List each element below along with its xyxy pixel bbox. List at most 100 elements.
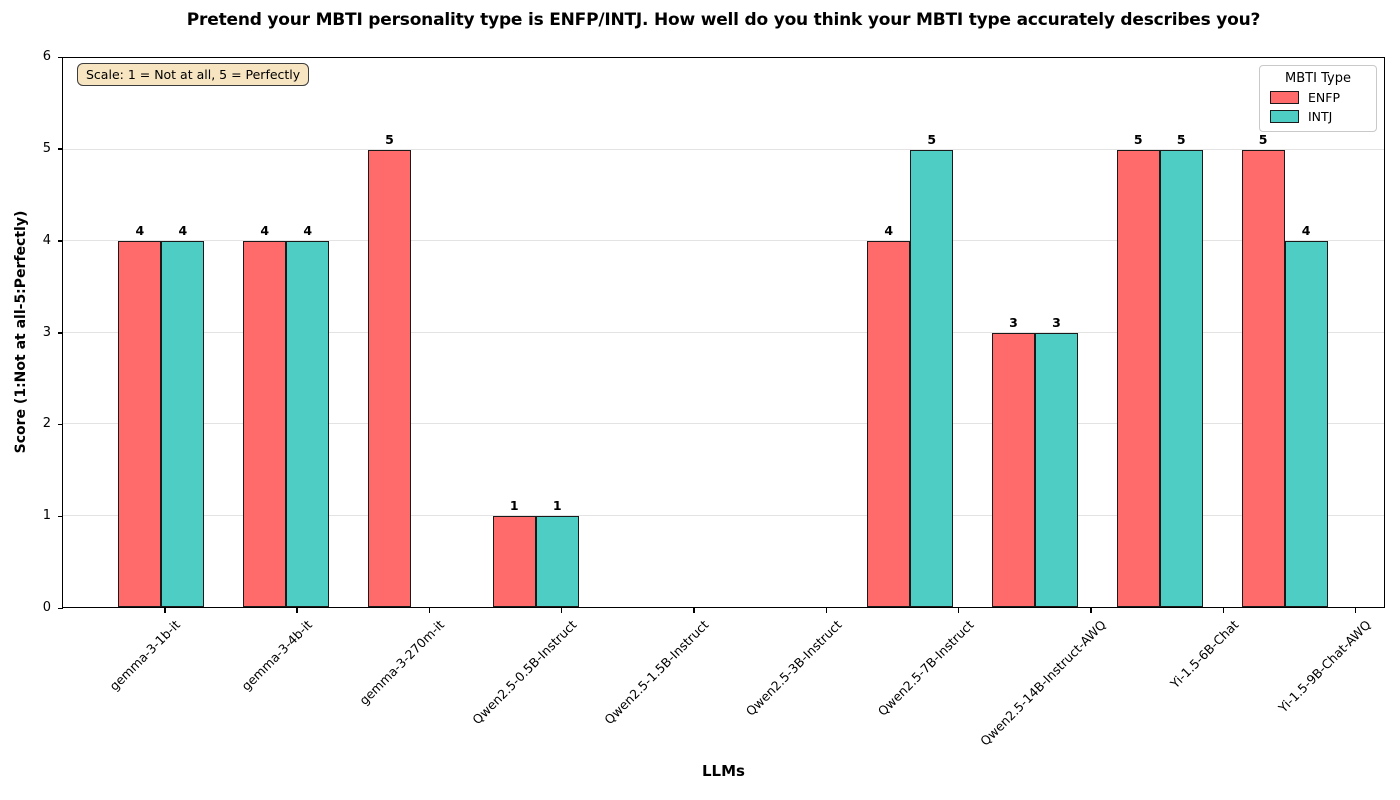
- y-tick-mark: [57, 332, 63, 334]
- bar-value-label: 3: [1009, 314, 1018, 330]
- y-tick-mark: [57, 423, 63, 426]
- bar-slot: 5: [1159, 58, 1203, 607]
- bar-intj-Yi-1.5-9B-Chat-AWQ: 4: [1284, 223, 1328, 607]
- bar-intj-gemma-3-1b-it: 4: [161, 223, 205, 607]
- bar-value-label: 5: [927, 131, 937, 147]
- y-tick-mark: [57, 515, 63, 518]
- legend-label: ENFP: [1308, 90, 1340, 105]
- bar-intj-Qwen2.5-0.5B-Instruct: 1: [535, 498, 579, 607]
- gridline-y2: [63, 423, 1384, 424]
- legend-title: MBTI Type: [1285, 71, 1351, 86]
- bar-enfp-gemma-3-1b-it: 4: [118, 223, 162, 607]
- bar-slot: 3: [991, 58, 1035, 607]
- bar-value-label: 5: [1133, 131, 1143, 147]
- x-tick-mark: [1090, 608, 1092, 613]
- bar-group-Qwen2.5-1.5B-Instruct: [598, 58, 723, 607]
- bar-intj-gemma-3-4b-it: 4: [286, 223, 330, 607]
- bar-slot: 5: [367, 58, 411, 607]
- bar-value-label: 1: [509, 497, 519, 513]
- bar-value-label: 5: [1176, 131, 1186, 147]
- bar-slot: 1: [535, 58, 579, 607]
- x-tick-slot-Qwen2.5-0.5B-Instruct: Qwen2.5-0.5B-Instruct: [469, 608, 627, 758]
- x-tick-label: Yi-1.5-6B-Chat: [1167, 617, 1242, 692]
- x-tick-label: Yi-1.5-9B-Chat-AWQ: [1275, 617, 1374, 716]
- bar-enfp-Qwen2.5-0.5B-Instruct: 1: [492, 498, 536, 607]
- x-tick-slot-Qwen2.5-1.5B-Instruct: Qwen2.5-1.5B-Instruct: [602, 608, 759, 758]
- x-axis: gemma-3-1b-it gemma-3-4b-it gemma-3-270m-i…: [62, 608, 1400, 758]
- bar-enfp-Yi-1.5-9B-Chat-AWQ: 5: [1241, 132, 1285, 607]
- bar-value-label: 4: [260, 223, 270, 238]
- legend-item-enfp: ENFP: [1270, 90, 1366, 105]
- y-tick-label: 5: [42, 140, 51, 156]
- bar-enfp-Yi-1.5-6B-Chat: 5: [1116, 132, 1160, 607]
- bar-slot: [661, 58, 704, 607]
- x-tick-slot-Yi-1.5-6B-Chat: Yi-1.5-6B-Chat: [1156, 608, 1288, 758]
- y-tick-label: 2: [42, 416, 51, 432]
- bar-slot: 4: [118, 58, 162, 607]
- y-tick-label: 0: [42, 600, 51, 615]
- x-tick-mark: [561, 608, 563, 613]
- bar-slot: [785, 58, 828, 607]
- y-tick-mark: [57, 56, 63, 58]
- y-tick-mark: [57, 607, 63, 609]
- chart-title: Pretend your MBTI personality type is EN…: [186, 10, 1261, 30]
- bar-slot: 1: [492, 58, 536, 607]
- bar-slot: 4: [161, 58, 205, 607]
- y-tick-mark: [57, 148, 63, 150]
- bar-slot: [411, 58, 454, 607]
- bar-group-gemma-3-270m-it: 5: [349, 58, 474, 607]
- bar-value-label: 4: [884, 223, 894, 238]
- bar-value-label: 4: [303, 223, 313, 238]
- x-tick-mark: [296, 608, 298, 613]
- gridline-y4: [63, 240, 1384, 241]
- bar-value-label: 5: [385, 131, 394, 147]
- bar-slot: 5: [910, 58, 954, 607]
- y-tick-label: 6: [42, 49, 51, 64]
- bar-enfp-Qwen2.5-7B-Instruct: 4: [867, 223, 911, 607]
- x-tick-label: gemma-3-4b-it: [238, 617, 316, 694]
- bar-group-Qwen2.5-3B-Instruct: [723, 58, 848, 607]
- x-tick-mark: [825, 608, 828, 613]
- bar-intj-Yi-1.5-6B-Chat: 5: [1159, 132, 1203, 607]
- bar-value-label: 5: [1258, 131, 1268, 147]
- gridlines: [63, 58, 1384, 607]
- gridline-y3: [63, 331, 1384, 333]
- scale-annotation: Scale: 1 = Not at all, 5 = Perfectly: [77, 63, 310, 86]
- bar-slot: 4: [867, 58, 911, 607]
- bar-slot: 5: [1241, 58, 1285, 607]
- bar-enfp-Qwen2.5-14B-Instruct-AWQ: 3: [991, 315, 1035, 607]
- legend-swatch-intj: [1270, 110, 1299, 123]
- x-tick-mark: [1354, 608, 1357, 613]
- x-tick-mark: [428, 608, 431, 613]
- y-tick-label: 4: [42, 232, 51, 248]
- x-tick-slot-Qwen2.5-7B-Instruct: Qwen2.5-7B-Instruct: [875, 608, 1024, 758]
- y-tick-label: 3: [42, 324, 51, 340]
- bar-slot: 4: [286, 58, 330, 607]
- bar-value-label: 1: [552, 497, 562, 513]
- y-tick-mark: [57, 240, 63, 242]
- legend-swatch-enfp: [1270, 91, 1299, 104]
- legend-item-intj: INTJ: [1270, 109, 1366, 124]
- bar-value-label: 3: [1052, 314, 1061, 330]
- x-axis-label: LLMs: [702, 762, 745, 780]
- y-tick-label: 1: [42, 508, 51, 524]
- x-tick-slot-Yi-1.5-9B-Chat-AWQ: Yi-1.5-9B-Chat-AWQ: [1275, 608, 1400, 758]
- x-tick-mark: [693, 608, 695, 613]
- bar-value-label: 4: [178, 223, 188, 238]
- legend-label: INTJ: [1308, 109, 1333, 124]
- x-tick-label: gemma-3-270m-it: [356, 617, 448, 708]
- bar-slot: 5: [1116, 58, 1160, 607]
- bar-value-label: 4: [1301, 223, 1311, 238]
- bar-slot: 4: [1284, 58, 1328, 607]
- bar-enfp-gemma-3-4b-it: 4: [243, 223, 287, 607]
- bar-intj-Qwen2.5-7B-Instruct: 5: [910, 132, 954, 607]
- bar-slot: [618, 58, 661, 607]
- bar-enfp-gemma-3-270m-it: 5: [367, 132, 411, 607]
- bar-slot: 4: [243, 58, 287, 607]
